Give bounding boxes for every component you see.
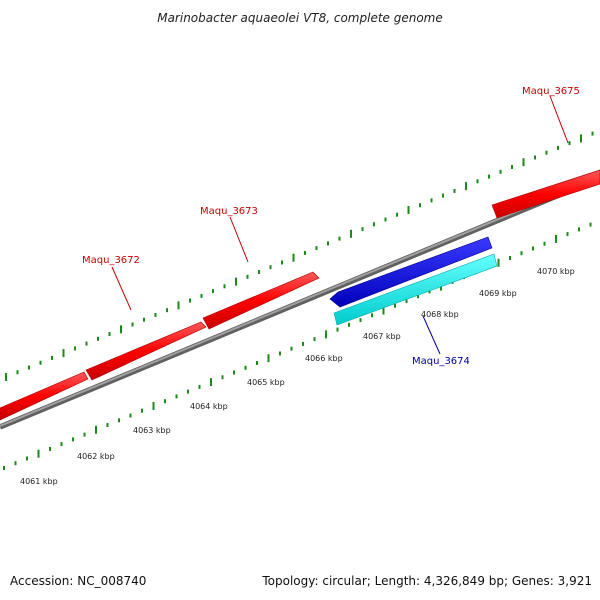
gene-label-maqu-3673[interactable]: Maqu_3673 (200, 206, 258, 217)
accession-text: Accession: NC_008740 (10, 574, 147, 588)
reverse-genes (329, 236, 498, 326)
gene-label-leaders (111, 95, 569, 355)
gene-arrow-maqu-3673[interactable] (202, 271, 320, 330)
genome-backbone (0, 176, 600, 427)
gene-arrow-maqu-3674[interactable] (333, 253, 498, 326)
tick-label: 4067 kbp (363, 332, 401, 341)
tick-labels: 4061 kbp 4062 kbp 4063 kbp 4064 kbp 4065… (20, 267, 575, 486)
map-title: Marinobacter aquaeolei VT8, complete gen… (157, 11, 443, 25)
tick-label: 4062 kbp (77, 452, 115, 461)
tick-label: 4070 kbp (537, 267, 575, 276)
tick-label: 4063 kbp (133, 426, 171, 435)
tick-label: 4065 kbp (247, 378, 285, 387)
leader-maqu-3673 (229, 216, 249, 263)
gene-label-maqu-3672[interactable]: Maqu_3672 (82, 255, 140, 266)
gene-arrow-maqu-3672[interactable] (85, 321, 207, 381)
tick-label: 4066 kbp (305, 354, 343, 363)
genome-summary-text: Topology: circular; Length: 4,326,849 bp… (262, 574, 592, 588)
leader-maqu-3675 (549, 95, 569, 144)
tick-label: 4068 kbp (421, 310, 459, 319)
gene-arrow-maqu-3671[interactable] (0, 371, 89, 421)
leader-maqu-3672 (111, 266, 132, 311)
gene-label-maqu-3674[interactable]: Maqu_3674 (412, 356, 470, 367)
tick-label: 4064 kbp (190, 402, 228, 411)
forward-genes (0, 169, 600, 421)
forward-tick-track (5, 131, 594, 381)
tick-label: 4069 kbp (479, 289, 517, 298)
gene-arrow-maqu-3674-a[interactable] (329, 236, 493, 308)
tick-label: 4061 kbp (20, 477, 58, 486)
leader-maqu-3674 (422, 315, 441, 355)
gene-label-maqu-3675[interactable]: Maqu_3675 (522, 86, 580, 97)
gene-arrow-maqu-3675[interactable] (491, 169, 600, 219)
